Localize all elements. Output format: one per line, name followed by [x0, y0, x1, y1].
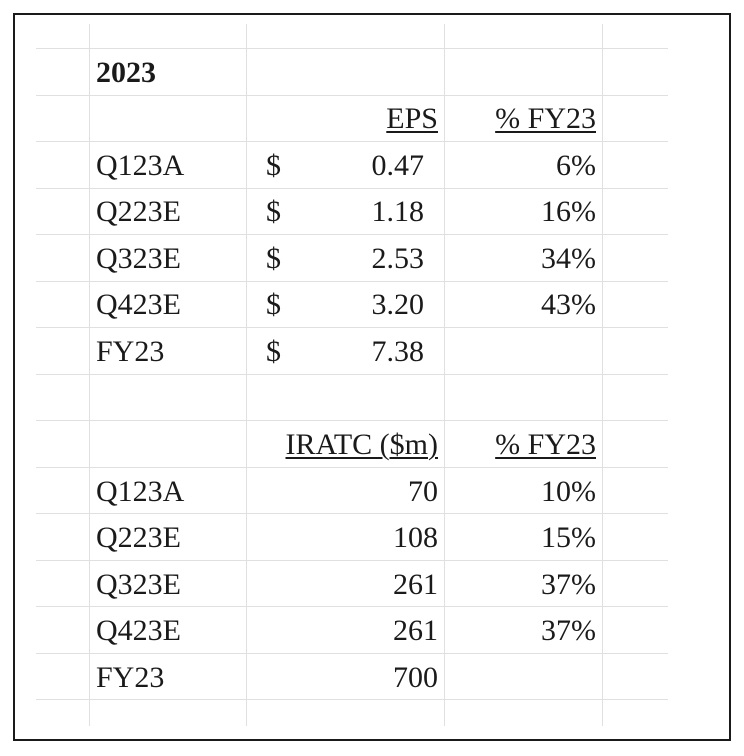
eps-row-currency: $ [266, 195, 281, 228]
eps-row-label: Q123A [96, 149, 185, 182]
eps-row-label: Q223E [96, 195, 181, 228]
eps-row-value: 0.47 [371, 149, 425, 182]
eps-row-pct: 6% [556, 149, 596, 182]
iratc-pct-header: % FY23 [495, 428, 596, 461]
iratc-row-value: 70 [408, 475, 438, 508]
eps-row-value: 7.38 [371, 335, 425, 368]
iratc-row-value: 261 [393, 614, 438, 647]
iratc-row-label: FY23 [96, 661, 165, 694]
iratc-header: IRATC ($m) [285, 428, 439, 461]
eps-row-label: Q323E [96, 242, 181, 275]
eps-row-currency: $ [266, 288, 281, 321]
eps-row-pct: 34% [541, 242, 596, 275]
iratc-row-pct: 15% [541, 521, 596, 554]
eps-row-currency: $ [266, 335, 281, 368]
eps-row-value: 3.20 [371, 288, 425, 321]
iratc-row-value: 108 [393, 521, 438, 554]
eps-header: EPS [386, 102, 438, 135]
iratc-row-label: Q423E [96, 614, 181, 647]
eps-row-currency: $ [266, 149, 281, 182]
spreadsheet-frame [13, 13, 731, 741]
eps-row-value: 2.53 [371, 242, 425, 275]
eps-row-label: FY23 [96, 335, 165, 368]
eps-pct-header: % FY23 [495, 102, 596, 135]
iratc-row-label: Q223E [96, 521, 181, 554]
iratc-row-label: Q123A [96, 475, 185, 508]
table-title: 2023 [96, 56, 156, 89]
eps-row-pct: 43% [541, 288, 596, 321]
eps-row-label: Q423E [96, 288, 181, 321]
eps-row-currency: $ [266, 242, 281, 275]
iratc-row-pct: 10% [541, 475, 596, 508]
iratc-row-pct: 37% [541, 568, 596, 601]
eps-row-pct: 16% [541, 195, 596, 228]
iratc-row-pct: 37% [541, 614, 596, 647]
iratc-row-value: 700 [393, 661, 438, 694]
iratc-row-label: Q323E [96, 568, 181, 601]
eps-row-value: 1.18 [371, 195, 425, 228]
iratc-row-value: 261 [393, 568, 438, 601]
